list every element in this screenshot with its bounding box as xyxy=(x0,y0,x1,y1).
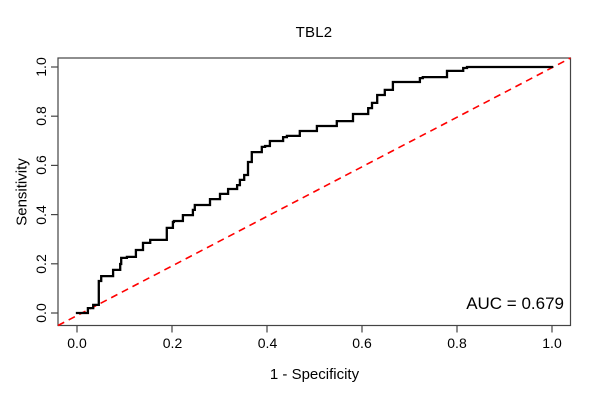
y-tick-label: 0.8 xyxy=(33,106,49,126)
auc-annotation: AUC = 0.679 xyxy=(466,294,564,313)
y-tick-label: 0.6 xyxy=(33,155,49,176)
y-tick-label: 0.2 xyxy=(33,254,49,274)
chance-diagonal-line xyxy=(57,57,571,327)
roc-curve xyxy=(75,65,554,315)
x-tick-label: 0.6 xyxy=(352,335,372,351)
y-tick-label: 0.0 xyxy=(33,303,49,323)
x-axis-label: 1 - Specificity xyxy=(269,366,360,383)
y-axis-label: Sensitivity xyxy=(13,158,31,226)
x-tick-label: 0.4 xyxy=(257,335,278,351)
axis-tick-marks xyxy=(51,66,553,333)
x-tick-label: 0.2 xyxy=(162,335,183,351)
y-tick-label: 0.4 xyxy=(33,204,49,225)
x-tick-label: 1.0 xyxy=(542,335,562,351)
plot-box xyxy=(57,57,572,327)
plot-title: TBL2 xyxy=(295,24,333,41)
x-tick-label: 0.0 xyxy=(67,335,87,351)
y-tick-label: 1.0 xyxy=(33,57,49,77)
x-tick-label: 0.8 xyxy=(447,335,467,351)
